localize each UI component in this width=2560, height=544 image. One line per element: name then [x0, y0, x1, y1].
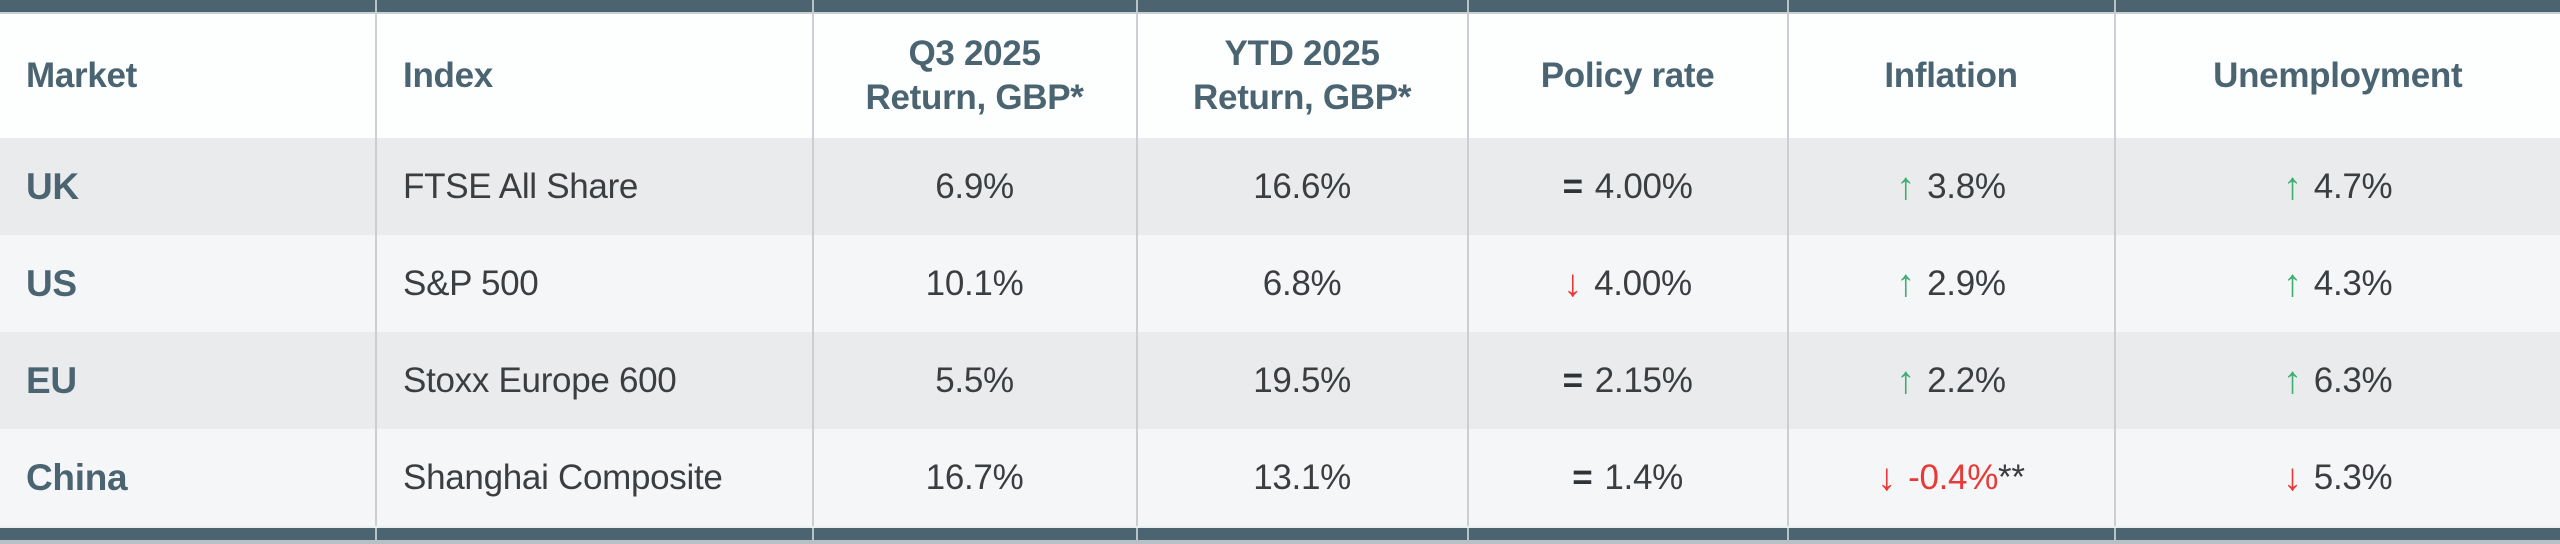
header-label: Policy rate	[1540, 56, 1715, 96]
unemployment-cell: ↑ 4.7%	[2113, 138, 2560, 235]
policy-rate-cell: = 2.15%	[1466, 332, 1787, 429]
footnote-marker: **	[1998, 457, 2025, 497]
policy-rate-value: 4.00%	[1594, 263, 1692, 303]
ytd-return-cell: 6.8%	[1135, 235, 1467, 332]
policy-rate-cell: = 1.4%	[1466, 429, 1787, 526]
bar-segment	[1466, 528, 1787, 540]
equals-icon: =	[1572, 457, 1593, 497]
bar-segment	[1786, 0, 2114, 12]
market-cell: China	[26, 456, 128, 498]
unemployment-cell: ↑ 6.3%	[2113, 332, 2560, 429]
table-header-row: Market Index Q3 2025 Return, GBP* YTD 20…	[0, 14, 2560, 138]
up-arrow-icon: ↑	[1896, 262, 1916, 305]
header-cell-unemployment: Unemployment	[2113, 14, 2560, 138]
market-cell: UK	[26, 165, 79, 207]
table-row-china: China Shanghai Composite 16.7% 13.1% = 1…	[0, 429, 2560, 526]
policy-rate-value: 1.4%	[1604, 457, 1683, 497]
index-cell: FTSE All Share	[375, 138, 811, 235]
header-cell-q3-return: Q3 2025 Return, GBP*	[811, 14, 1136, 138]
bar-segment	[0, 528, 376, 540]
bar-segment	[2113, 528, 2560, 540]
policy-rate-value: 2.15%	[1594, 360, 1693, 400]
bar-segment	[2113, 0, 2560, 12]
bottom-accent-bar	[0, 528, 2560, 540]
bottom-shadow-strip	[0, 540, 2560, 544]
top-accent-bar	[0, 0, 2560, 12]
inflation-value: 2.2%	[1927, 360, 2006, 400]
header-label-line2: Return, GBP*	[865, 78, 1084, 117]
inflation-cell: ↑ 2.9%	[1786, 235, 2114, 332]
market-cell: US	[26, 262, 77, 304]
policy-rate-cell: = 4.00%	[1466, 138, 1787, 235]
equals-icon: =	[1562, 360, 1583, 400]
header-label: Index	[403, 56, 493, 96]
index-cell: S&P 500	[375, 235, 811, 332]
unemployment-value: 6.3%	[2313, 360, 2393, 400]
market-cell: EU	[26, 359, 77, 401]
header-label: Unemployment	[2213, 56, 2463, 96]
table-row-us: US S&P 500 10.1% 6.8% ↓ 4.00% ↑ 2.9% ↑ 4…	[0, 235, 2560, 332]
bar-segment	[375, 0, 812, 12]
table-row-eu: EU Stoxx Europe 600 5.5% 19.5% = 2.15% ↑…	[0, 332, 2560, 429]
up-arrow-icon: ↑	[2283, 165, 2302, 208]
bar-segment	[1466, 0, 1787, 12]
inflation-value: -0.4%	[1908, 457, 1999, 497]
header-label-line2: Return, GBP*	[1193, 78, 1412, 117]
header-label: Market	[26, 56, 138, 96]
bar-segment	[811, 528, 1136, 540]
up-arrow-icon: ↑	[1896, 359, 1916, 402]
down-arrow-icon: ↓	[1563, 262, 1583, 305]
bar-segment	[1135, 0, 1467, 12]
inflation-cell: ↑ 3.8%	[1786, 138, 2114, 235]
q3-return-cell: 5.5%	[811, 332, 1136, 429]
equals-icon: =	[1562, 166, 1583, 206]
unemployment-value: 5.3%	[2313, 457, 2393, 497]
bar-segment	[0, 0, 376, 12]
index-cell: Stoxx Europe 600	[375, 332, 811, 429]
policy-rate-cell: ↓ 4.00%	[1466, 235, 1787, 332]
header-cell-ytd-return: YTD 2025 Return, GBP*	[1135, 14, 1467, 138]
bar-segment	[811, 0, 1136, 12]
unemployment-cell: ↑ 4.3%	[2113, 235, 2560, 332]
unemployment-value: 4.3%	[2313, 263, 2393, 303]
inflation-cell: ↓ -0.4% **	[1786, 429, 2114, 526]
up-arrow-icon: ↑	[1896, 165, 1916, 208]
header-cell-market: Market	[0, 14, 375, 138]
down-arrow-icon: ↓	[2283, 456, 2302, 499]
header-cell-index: Index	[375, 14, 811, 138]
up-arrow-icon: ↑	[2283, 359, 2302, 402]
bar-segment	[375, 528, 812, 540]
ytd-return-cell: 19.5%	[1135, 332, 1467, 429]
header-label: Inflation	[1884, 56, 2018, 96]
q3-return-cell: 6.9%	[811, 138, 1136, 235]
unemployment-value: 4.7%	[2313, 166, 2393, 206]
index-cell: Shanghai Composite	[375, 429, 811, 526]
up-arrow-icon: ↑	[2283, 262, 2302, 305]
ytd-return-cell: 16.6%	[1135, 138, 1467, 235]
ytd-return-cell: 13.1%	[1135, 429, 1467, 526]
inflation-value: 2.9%	[1927, 263, 2006, 303]
inflation-cell: ↑ 2.2%	[1786, 332, 2114, 429]
unemployment-cell: ↓ 5.3%	[2113, 429, 2560, 526]
header-label: YTD 2025	[1224, 34, 1380, 74]
divider	[0, 526, 2560, 528]
header-cell-policy-rate: Policy rate	[1466, 14, 1787, 138]
q3-return-cell: 16.7%	[811, 429, 1136, 526]
bar-segment	[1786, 528, 2114, 540]
inflation-value: 3.8%	[1927, 166, 2006, 206]
header-label: Q3 2025	[908, 34, 1041, 74]
policy-rate-value: 4.00%	[1594, 166, 1693, 206]
header-cell-inflation: Inflation	[1786, 14, 2114, 138]
q3-return-cell: 10.1%	[811, 235, 1136, 332]
bar-segment	[1135, 528, 1467, 540]
down-arrow-icon: ↓	[1877, 456, 1897, 499]
divider	[0, 12, 2560, 14]
table-row-uk: UK FTSE All Share 6.9% 16.6% = 4.00% ↑ 3…	[0, 138, 2560, 235]
